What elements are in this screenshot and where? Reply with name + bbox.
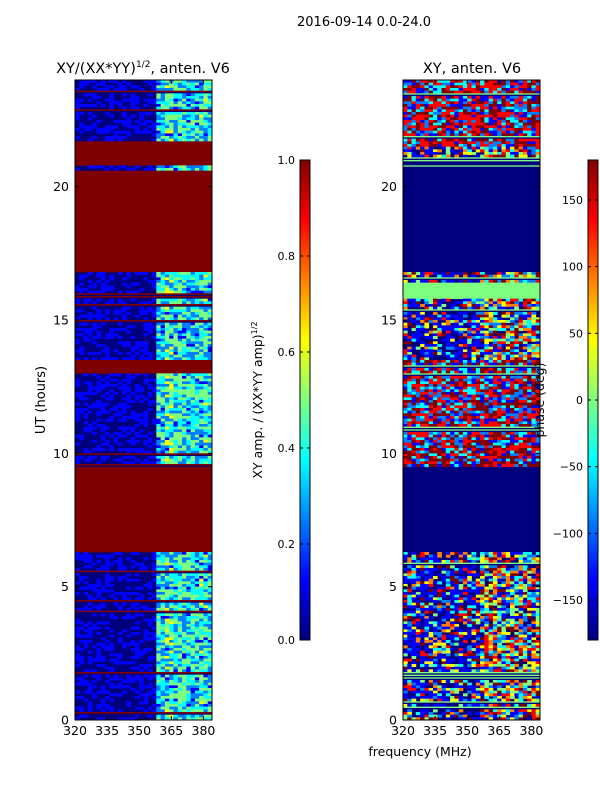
ytick-label: 0 (389, 713, 397, 728)
right-colorbar-ticks: 150 100 50 0 −50 −100 −150 (553, 194, 598, 607)
cbar-tick-label: 0 (576, 394, 583, 407)
left-panel: XY/(XX*YY)1/2, anten. V6 320 335 350 365 380… (34, 60, 230, 738)
left-colorbar: 0.0 0.2 0.4 0.6 0.8 1.0 XY amp. / (XX*YY amp)… (250, 154, 311, 647)
right-panel-title: XY, anten. V6 (423, 61, 521, 77)
ytick-label: 5 (61, 579, 69, 594)
left-colorbar-label: XY amp. / (XX*YY amp)1/2 (250, 321, 265, 478)
xtick-label: 350 (127, 723, 151, 738)
cbar-tick-label: 50 (569, 327, 583, 340)
cbar-tick-label: −100 (553, 527, 583, 540)
right-xlabel: frequency (MHz) (368, 744, 471, 759)
xtick-label: 365 (159, 723, 183, 738)
colorbar-fill (588, 160, 598, 640)
xtick-label: 335 (95, 723, 119, 738)
cbar-tick-label: 0.4 (278, 442, 296, 455)
right-heatmap-image (403, 80, 541, 721)
cbar-tick-label: 0.0 (278, 634, 296, 647)
ytick-label: 15 (53, 313, 69, 328)
right-axis-ticks: 320 335 350 365 380 0 5 10 15 20 (381, 80, 543, 738)
ytick-label: 20 (53, 179, 69, 194)
left-colorbar-gradient (300, 160, 310, 640)
right-colorbar-gradient (588, 160, 598, 640)
xtick-label: 320 (391, 723, 415, 738)
ytick-label: 5 (389, 579, 397, 594)
cbar-tick-label: 0.6 (278, 346, 296, 359)
ytick-label: 10 (53, 446, 69, 461)
left-panel-title: XY/(XX*YY)1/2, anten. V6 (56, 60, 230, 77)
ytick-label: 20 (381, 179, 397, 194)
right-panel: XY, anten. V6 320 335 350 365 380 0 5 10 15 20 fr… (368, 61, 543, 759)
cbar-tick-label: −50 (560, 461, 583, 474)
figure-suptitle: 2016-09-14 0.0-24.0 (297, 15, 431, 30)
colorbar-fill (300, 160, 310, 640)
cbar-tick-label: 150 (562, 194, 583, 207)
right-colorbar: 150 100 50 0 −50 −100 −150 phase (deg) (532, 159, 599, 641)
left-heatmap-image (75, 80, 213, 721)
cbar-tick-label: 0.8 (278, 250, 296, 263)
ytick-label: 15 (381, 313, 397, 328)
left-ylabel: UT (hours) (34, 366, 49, 434)
xtick-label: 380 (192, 723, 216, 738)
xtick-label: 350 (455, 723, 479, 738)
cbar-tick-label: 0.2 (278, 538, 296, 551)
xtick-label: 380 (520, 723, 544, 738)
cbar-tick-label: −150 (553, 594, 583, 607)
xtick-label: 365 (487, 723, 511, 738)
left-axis-ticks: 320 335 350 365 380 0 5 10 15 20 (53, 80, 215, 738)
xtick-label: 320 (63, 723, 87, 738)
left-colorbar-ticks: 0.0 0.2 0.4 0.6 0.8 1.0 (278, 154, 310, 647)
left-colorbar-frame (299, 159, 311, 641)
xtick-label: 335 (423, 723, 447, 738)
right-colorbar-label: phase (deg) (532, 362, 547, 437)
cbar-tick-label: 1.0 (278, 154, 296, 167)
cbar-tick-label: 100 (562, 261, 583, 274)
left-axes-frame (74, 79, 213, 721)
ytick-label: 10 (381, 446, 397, 461)
right-axes-frame (402, 79, 541, 721)
ytick-label: 0 (61, 713, 69, 728)
